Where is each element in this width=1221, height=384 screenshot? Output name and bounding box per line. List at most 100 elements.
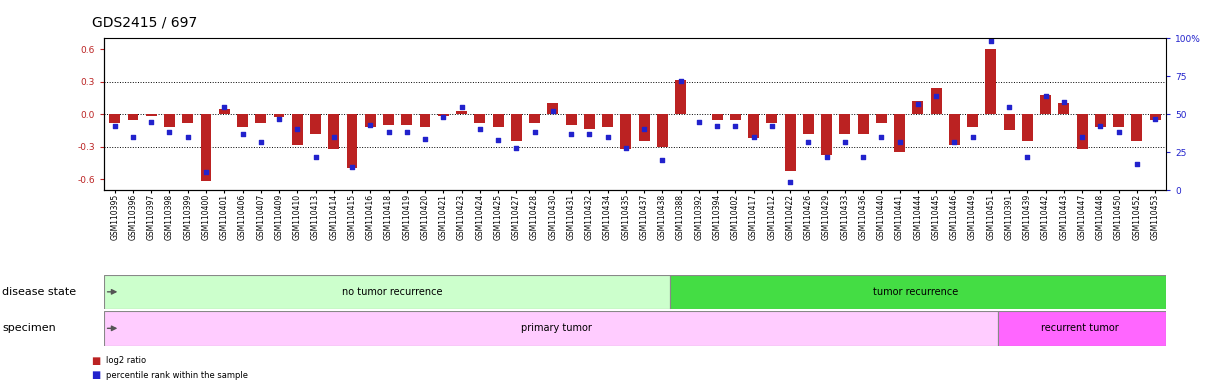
Bar xyxy=(602,114,613,127)
Bar xyxy=(1150,114,1161,120)
Bar xyxy=(657,114,668,147)
Point xyxy=(725,123,745,129)
Bar xyxy=(145,114,156,116)
Point xyxy=(1109,129,1128,136)
Bar xyxy=(219,109,230,114)
Point xyxy=(799,139,818,145)
Point xyxy=(543,108,563,114)
Bar xyxy=(930,88,941,114)
Point xyxy=(1127,161,1147,167)
Bar xyxy=(438,114,449,116)
Bar xyxy=(584,114,595,129)
Point xyxy=(707,123,726,129)
Bar xyxy=(310,114,321,134)
Point xyxy=(142,119,161,125)
Bar xyxy=(1132,114,1143,141)
Point xyxy=(252,139,271,145)
Bar xyxy=(104,311,998,346)
Point xyxy=(305,154,325,160)
Point xyxy=(872,134,891,140)
Point xyxy=(945,139,965,145)
Text: tumor recurrence: tumor recurrence xyxy=(873,287,958,297)
Bar xyxy=(985,49,996,114)
Bar xyxy=(255,114,266,123)
Point xyxy=(999,104,1018,110)
Point xyxy=(634,126,653,132)
Bar xyxy=(347,114,358,169)
Bar xyxy=(1114,114,1125,127)
Point xyxy=(580,131,600,137)
Bar xyxy=(164,114,175,127)
Point xyxy=(598,134,618,140)
Bar xyxy=(1095,114,1106,127)
Bar xyxy=(949,114,960,145)
Bar xyxy=(474,114,485,123)
Point xyxy=(233,131,253,137)
Point xyxy=(835,139,855,145)
Text: disease state: disease state xyxy=(2,287,77,297)
Text: percentile rank within the sample: percentile rank within the sample xyxy=(106,371,248,380)
Point xyxy=(1054,99,1073,105)
Text: GDS2415 / 697: GDS2415 / 697 xyxy=(92,15,197,29)
Point xyxy=(562,131,581,137)
Bar xyxy=(912,101,923,114)
Point xyxy=(1072,134,1092,140)
Bar xyxy=(894,114,905,152)
Bar xyxy=(510,114,521,141)
Bar xyxy=(200,114,211,181)
Bar xyxy=(620,114,631,149)
Point xyxy=(287,126,306,132)
Bar xyxy=(712,114,723,120)
Bar xyxy=(565,114,576,125)
Point xyxy=(178,134,198,140)
Point xyxy=(433,114,453,120)
Bar xyxy=(274,114,284,118)
Point xyxy=(324,134,343,140)
Point xyxy=(980,38,1000,45)
Point xyxy=(689,119,708,125)
Point xyxy=(415,136,435,142)
Point xyxy=(488,137,508,143)
Bar xyxy=(767,114,778,123)
Bar xyxy=(383,114,394,125)
Point xyxy=(744,134,763,140)
Bar xyxy=(748,114,759,138)
Bar xyxy=(1077,114,1088,149)
Bar xyxy=(457,111,466,114)
Point xyxy=(525,129,545,136)
Point xyxy=(379,129,398,136)
Bar xyxy=(182,114,193,123)
Point xyxy=(1145,116,1165,122)
Point xyxy=(507,144,526,151)
Bar xyxy=(675,79,686,114)
Bar xyxy=(492,114,503,127)
Bar xyxy=(292,114,303,145)
Bar xyxy=(547,103,558,114)
Point xyxy=(397,129,416,136)
Bar xyxy=(730,114,741,120)
Text: recurrent tumor: recurrent tumor xyxy=(1042,323,1120,333)
Bar xyxy=(1040,95,1051,114)
Bar xyxy=(402,114,413,125)
Point xyxy=(470,126,490,132)
Point xyxy=(1017,154,1037,160)
Bar xyxy=(420,114,431,127)
Bar xyxy=(1059,103,1070,114)
Text: specimen: specimen xyxy=(2,323,56,333)
Bar xyxy=(529,114,540,123)
Point xyxy=(652,157,672,163)
Point xyxy=(908,101,928,107)
Point xyxy=(817,154,836,160)
Point xyxy=(360,122,380,128)
Bar xyxy=(821,114,832,156)
Bar xyxy=(1022,114,1033,141)
Point xyxy=(890,139,910,145)
Text: primary tumor: primary tumor xyxy=(521,323,592,333)
Bar xyxy=(237,114,248,127)
Bar xyxy=(998,311,1166,346)
Text: ■: ■ xyxy=(92,356,101,366)
Bar xyxy=(639,114,650,141)
Point xyxy=(342,164,361,170)
Text: log2 ratio: log2 ratio xyxy=(106,356,147,365)
Bar xyxy=(839,114,850,134)
